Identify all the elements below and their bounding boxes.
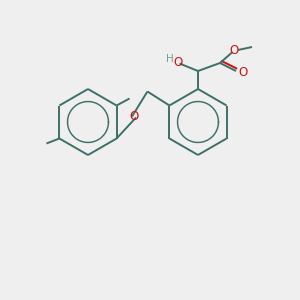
Text: H: H (166, 54, 174, 64)
Text: O: O (173, 56, 183, 70)
Text: O: O (238, 67, 247, 80)
Text: O: O (129, 110, 139, 124)
Text: O: O (230, 44, 238, 58)
